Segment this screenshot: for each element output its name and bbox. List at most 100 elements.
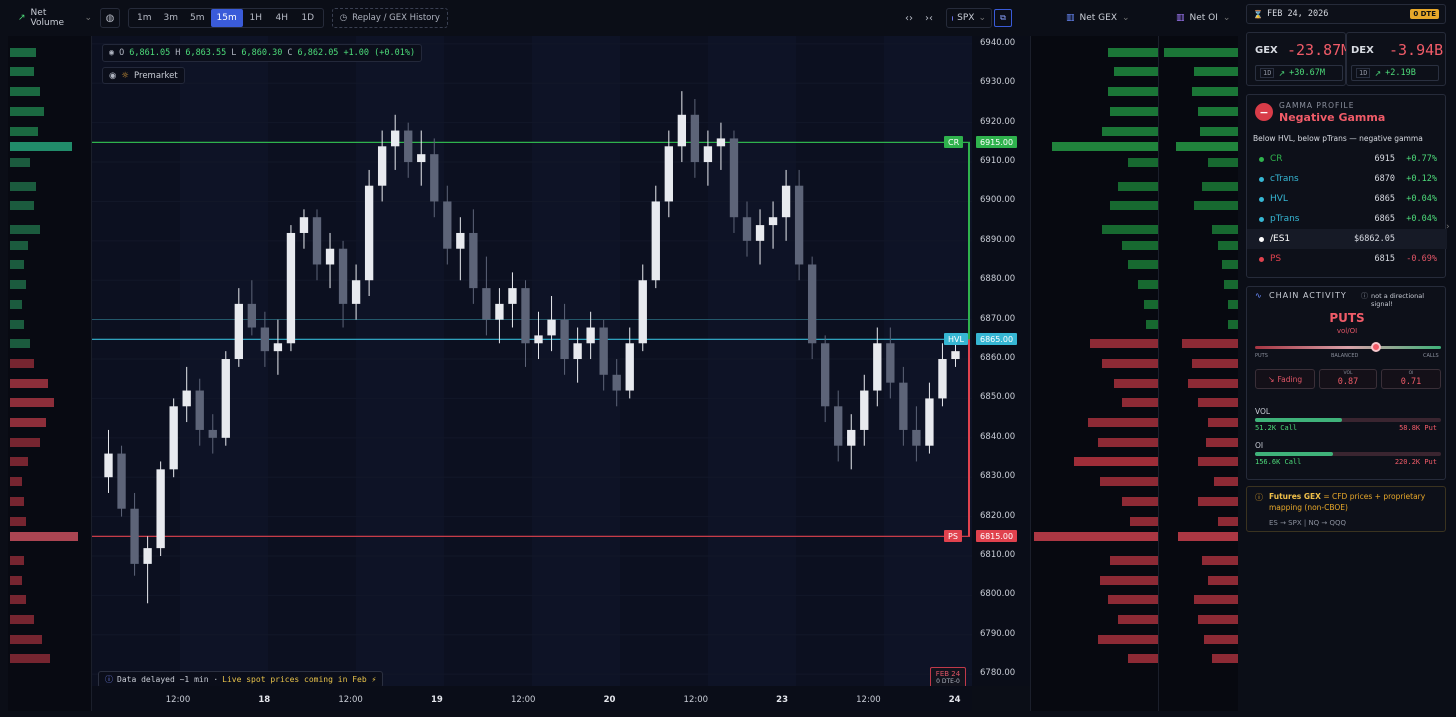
profile-bar [1130,516,1158,526]
candle-body [951,351,960,360]
profile-bar [1144,299,1158,309]
profile-bar [10,457,28,467]
gamma-level-row[interactable]: PS 6815 -0.69% [1247,249,1447,269]
ohlc-open-label: O [119,48,125,58]
candle-body [847,429,856,446]
layout-icon[interactable]: ⧉ [994,9,1012,27]
candle-body [456,232,465,249]
candle-body [938,359,947,399]
panel-collapse-icon[interactable]: › [1446,222,1450,232]
dex-value: -3.94B [1389,41,1444,59]
level-tag-cr: CR [944,136,964,149]
level-name: pTrans [1270,214,1300,224]
profile-bar [1110,106,1158,116]
candle-body [234,303,243,360]
candle-body [625,343,634,391]
timeframe-1m-button[interactable]: 1m [137,13,152,23]
expand-icon[interactable]: ‹› [905,12,913,24]
profile-bar [1034,532,1158,542]
candle-body [325,248,335,265]
timeframe-1h-button[interactable]: 1H [249,13,262,23]
candle-body [755,225,765,241]
profile-bar [1182,339,1238,349]
gamma-profile-card: − GAMMA PROFILE Negative Gamma Below HVL… [1246,94,1447,278]
price-tick: 6930.00 [980,77,1016,88]
candle-body [508,288,517,304]
candle-body [404,130,413,163]
futures-desc: = CFD prices + proprietary mapping (non-… [1269,492,1426,512]
put-call-slider-knob[interactable] [1370,342,1381,352]
profile-bar [1188,378,1238,388]
candle-body [899,382,908,430]
profile-bar [1178,532,1238,542]
chart-canvas[interactable] [92,36,972,686]
price-axis[interactable]: 6940.00 6930.00 6920.00 6910.00 6900.00 6890.… [972,36,1030,686]
price-tick: 6820.00 [980,510,1016,521]
candle-body [834,406,843,446]
premarket-toggle[interactable]: ◉ ☼ Premarket [102,67,185,84]
futures-mapping: ES → SPX | NQ → QQQ [1269,519,1347,527]
indicator-label: Net Volume [30,8,65,28]
vol-section-label: VOL [1255,407,1271,416]
net-gex-dropdown[interactable]: ▥ Net GEX ⌄ [1066,13,1130,23]
symbol-dot-icon [952,15,954,21]
time-tick: 12:00 [338,695,363,705]
gamma-level-row[interactable]: /ES1 $6862.05 [1247,229,1447,249]
timeframe-3m-button[interactable]: 3m [163,13,179,23]
dex-period: 1D [1356,68,1371,78]
candle-body [417,154,426,163]
symbol-selector[interactable]: SPX ⌄ [946,8,992,28]
candle-body [586,327,595,344]
gamma-level-row[interactable]: pTrans 6865 +0.04% [1247,209,1447,229]
profile-bar [10,418,46,428]
price-label-hvl: 6865.00 [976,333,1018,346]
candle-body [560,319,569,360]
info-icon: ⓘ [1361,292,1368,300]
eye-icon[interactable]: ◉ [109,70,117,81]
replay-button[interactable]: ◷ Replay / GEX History [331,8,448,28]
profile-bar [1108,47,1158,57]
indicator-dropdown[interactable]: ↗ Net Volume ⌄ [8,8,92,28]
gamma-level-row[interactable]: CR 6915 +0.77% [1247,149,1447,169]
gamma-level-row[interactable]: cTrans 6870 +0.12% [1247,169,1447,189]
candle-body [312,217,322,265]
candle-body [221,359,230,438]
timeframe-group: 1m 3m 5m 15m 1H 4H 1D [128,8,324,28]
candle-body [742,217,752,241]
ohlc-close-label: C [287,48,293,58]
timeframe-4h-button[interactable]: 4H [275,13,288,23]
profile-bar [1214,477,1238,487]
level-value: 6915 [1374,154,1395,164]
eye-icon[interactable]: ◉ [109,48,115,58]
timeframe-15m-button[interactable]: 15m [210,9,243,27]
profile-bar [1198,457,1238,467]
time-axis[interactable]: 12:00 18 12:00 19 12:00 20 12:00 23 12:00 24 [92,686,972,711]
candlestick-chart[interactable]: CR HVL PS [92,36,972,686]
candle-body [430,154,439,202]
level-name: PS [1270,254,1282,264]
gamma-status: Negative Gamma [1279,111,1386,124]
net-oi-dropdown[interactable]: ▥ Net OI ⌄ [1176,13,1230,23]
collapse-icon[interactable]: ›‹ [925,12,933,24]
gamma-level-row[interactable]: HVL 6865 +0.04% [1247,189,1447,209]
candle-body [664,146,673,202]
palette-icon[interactable]: ◍ [100,8,120,28]
bar-chart-icon: ▥ [1176,13,1185,23]
profile-bar [10,398,54,408]
profile-bar [1088,418,1158,428]
timeframe-1d-button[interactable]: 1D [301,13,315,23]
profile-bar [10,516,26,526]
profile-bar [10,240,28,250]
profile-bar [1100,477,1158,487]
profile-bar [10,47,36,57]
profile-bar [1176,142,1238,152]
timeframe-5m-button[interactable]: 5m [190,13,205,23]
profile-bar [1192,358,1238,368]
level-dot-icon [1259,176,1264,182]
oi-call-fill [1255,452,1334,456]
level-value: 6865 [1374,214,1395,224]
scale-calls-label: CALLS [1423,353,1439,359]
ohlc-low: 6,860.30 [241,48,283,58]
level-value: 6870 [1374,174,1395,184]
vol-call: 51.2K Call [1255,424,1298,432]
